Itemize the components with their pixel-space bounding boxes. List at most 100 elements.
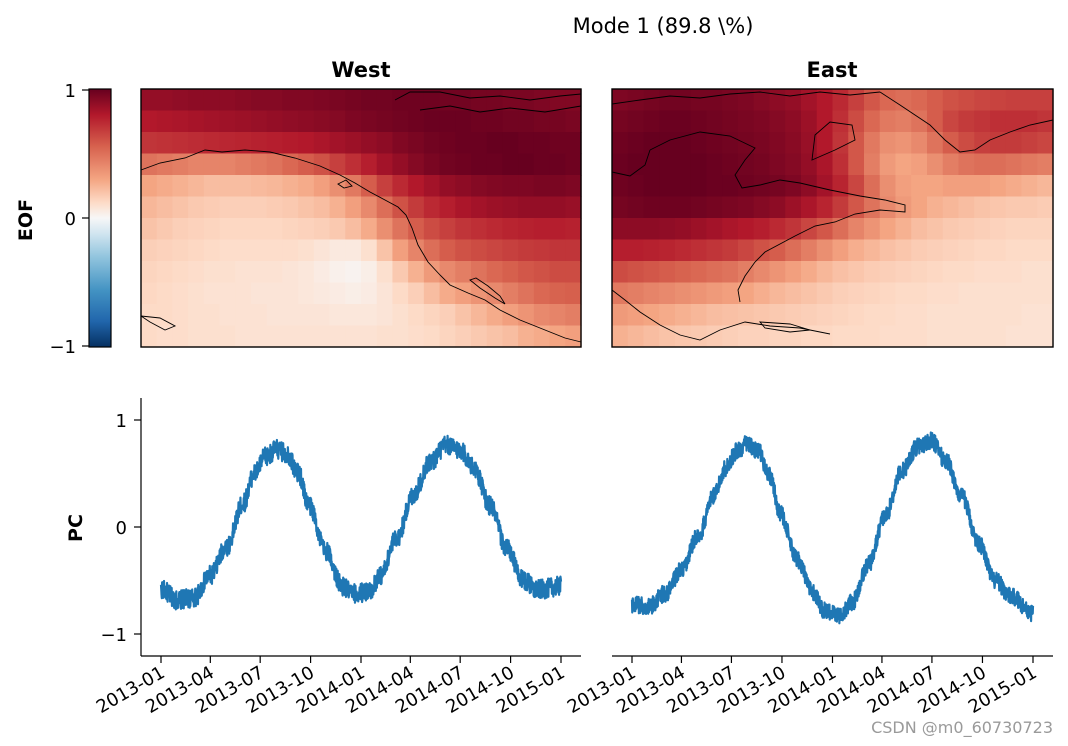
heatmap-cell — [172, 282, 189, 305]
heatmap-cell — [974, 89, 991, 112]
heatmap-cell — [251, 175, 268, 198]
heatmap-cell — [864, 175, 881, 198]
heatmap-cell — [990, 282, 1007, 305]
heatmap-cell — [895, 304, 912, 327]
heatmap-cell — [643, 89, 660, 112]
heatmap-cell — [282, 325, 299, 348]
heatmap-cell — [518, 89, 535, 112]
heatmap-cell — [408, 282, 425, 305]
heatmap-cell — [848, 261, 865, 284]
heatmap-cell — [1005, 239, 1023, 262]
heatmap-cell — [298, 175, 315, 198]
heatmap-cell — [832, 218, 849, 241]
heatmap-cell — [408, 132, 425, 155]
heatmap-cell — [282, 175, 299, 198]
heatmap-cell — [706, 153, 723, 176]
heatmap-cell — [864, 153, 881, 176]
heatmap-cell — [455, 218, 472, 241]
heatmap-cell — [188, 132, 205, 155]
heatmap-cell — [282, 196, 299, 219]
heatmap-cell — [801, 261, 818, 284]
heatmap-cell — [298, 132, 315, 155]
heatmap-cell — [188, 153, 205, 176]
heatmap-cell — [172, 325, 189, 348]
heatmap-cell — [643, 132, 660, 155]
heatmap-cell — [502, 89, 519, 112]
heatmap-cell — [1021, 325, 1038, 348]
heatmap-cell — [549, 304, 566, 327]
heatmap-cell — [345, 239, 362, 262]
heatmap-cell — [282, 261, 299, 284]
heatmap-cell — [203, 175, 221, 198]
heatmap-cell — [974, 196, 991, 219]
heatmap-cell — [471, 282, 488, 305]
heatmap-cell — [612, 304, 629, 327]
heatmap-cell — [816, 325, 834, 348]
heatmap-cell — [848, 239, 865, 262]
heatmap-cell — [848, 110, 865, 133]
heatmap-cell — [675, 196, 692, 219]
heatmap-cell — [627, 325, 645, 348]
heatmap-cell — [172, 261, 189, 284]
heatmap-cell — [816, 153, 834, 176]
heatmap-cell — [219, 282, 236, 305]
heatmap-cell — [313, 325, 331, 348]
heatmap-cell — [785, 261, 802, 284]
heatmap-cell — [785, 175, 802, 198]
heatmap-cell — [376, 218, 394, 241]
heatmap-cell — [313, 304, 331, 327]
heatmap-cell — [816, 239, 834, 262]
heatmap-cell — [832, 239, 849, 262]
heatmap-cell — [219, 175, 236, 198]
heatmap-cell — [864, 132, 881, 155]
heatmap-cell — [141, 304, 158, 327]
heatmap-cell — [172, 218, 189, 241]
heatmap-cell — [612, 239, 629, 262]
heatmap-cell — [722, 196, 739, 219]
heatmap-cell — [1037, 239, 1054, 262]
heatmap-cell — [612, 218, 629, 241]
heatmap-cell — [722, 304, 739, 327]
heatmap-cell — [864, 110, 881, 133]
heatmap-cell — [203, 261, 221, 284]
heatmap-cell — [141, 153, 158, 176]
heatmap-cell — [282, 110, 299, 133]
heatmap-cell — [722, 175, 739, 198]
heatmap-cell — [203, 132, 221, 155]
heatmap-cell — [203, 239, 221, 262]
heatmap-cell — [706, 196, 723, 219]
heatmap-cell — [392, 89, 409, 112]
heatmap-cell — [942, 89, 960, 112]
heatmap-cell — [565, 304, 582, 327]
heatmap-cell — [329, 196, 346, 219]
heatmap-cell — [942, 325, 960, 348]
heatmap-cell — [533, 304, 551, 327]
heatmap-cell — [911, 89, 928, 112]
heatmap-cell — [911, 282, 928, 305]
heatmap-cell — [376, 110, 394, 133]
heatmap-cell — [738, 325, 755, 348]
heatmap-cell — [974, 153, 991, 176]
heatmap-cell — [942, 110, 960, 133]
heatmap-cell — [832, 89, 849, 112]
pc-east-xticks: 2013-012013-042013-072013-102014-012014-… — [564, 656, 1041, 718]
heatmap-cell — [565, 132, 582, 155]
pc-ytick-label: 1 — [116, 411, 127, 432]
heatmap-cell — [455, 325, 472, 348]
heatmap-cell — [785, 132, 802, 155]
heatmap-cell — [1021, 89, 1038, 112]
heatmap-cell — [203, 110, 221, 133]
heatmap-cell — [1005, 175, 1023, 198]
heatmap-cell — [659, 89, 676, 112]
heatmap-cell — [329, 175, 346, 198]
heatmap-cell — [990, 110, 1007, 133]
heatmap-cell — [832, 282, 849, 305]
heatmap-cell — [927, 153, 944, 176]
heatmap-cell — [188, 175, 205, 198]
heatmap-cell — [958, 175, 975, 198]
heatmap-cell — [172, 110, 189, 133]
heatmap-cell — [958, 110, 975, 133]
heatmap-cell — [895, 239, 912, 262]
heatmap-cell — [1021, 175, 1038, 198]
